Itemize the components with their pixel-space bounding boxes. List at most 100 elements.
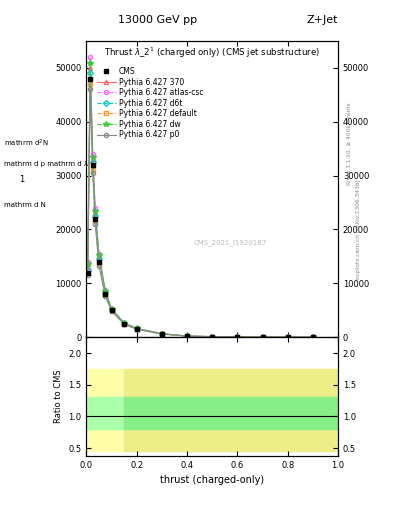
Pythia 6.427 370 xyxy=(97,253,101,260)
Pythia 6.427 d6t xyxy=(109,307,114,313)
Pythia 6.427 d6t xyxy=(90,159,95,165)
Pythia 6.427 d6t xyxy=(97,256,101,262)
Pythia 6.427 default xyxy=(122,321,127,327)
Pythia 6.427 dw xyxy=(185,333,189,339)
Pythia 6.427 d6t xyxy=(134,326,139,332)
Text: 13000 GeV pp: 13000 GeV pp xyxy=(118,15,197,25)
Bar xyxy=(86,429,124,451)
Pythia 6.427 d6t xyxy=(85,267,90,273)
Pythia 6.427 dw xyxy=(97,252,101,259)
Pythia 6.427 p0 xyxy=(260,334,265,340)
CMS xyxy=(109,307,114,313)
Pythia 6.427 atlas-csc xyxy=(235,334,240,340)
Pythia 6.427 default xyxy=(109,308,114,314)
Pythia 6.427 atlas-csc xyxy=(90,151,95,157)
Pythia 6.427 atlas-csc xyxy=(210,333,215,339)
Pythia 6.427 atlas-csc xyxy=(85,259,90,265)
Pythia 6.427 dw xyxy=(310,334,315,340)
Pythia 6.427 default xyxy=(97,262,101,268)
Pythia 6.427 p0 xyxy=(235,334,240,340)
Legend: CMS, Pythia 6.427 370, Pythia 6.427 atlas-csc, Pythia 6.427 d6t, Pythia 6.427 de: CMS, Pythia 6.427 370, Pythia 6.427 atla… xyxy=(95,66,205,141)
CMS xyxy=(260,334,265,340)
Pythia 6.427 atlas-csc xyxy=(93,205,97,211)
Pythia 6.427 p0 xyxy=(122,321,127,327)
CMS xyxy=(285,334,290,340)
Bar xyxy=(86,397,124,429)
Pythia 6.427 370 xyxy=(88,65,93,71)
Pythia 6.427 atlas-csc xyxy=(185,333,189,339)
Pythia 6.427 atlas-csc xyxy=(134,325,139,331)
Pythia 6.427 p0 xyxy=(88,87,93,93)
CMS xyxy=(185,333,189,339)
Pythia 6.427 dw xyxy=(260,334,265,340)
Pythia 6.427 370 xyxy=(160,331,164,337)
Text: CMS_2021_I1920187: CMS_2021_I1920187 xyxy=(193,239,266,246)
Pythia 6.427 d6t xyxy=(93,213,97,219)
Text: mcplots.cern.ch [arXiv:1306.3436]: mcplots.cern.ch [arXiv:1306.3436] xyxy=(356,180,361,281)
Pythia 6.427 default xyxy=(90,167,95,173)
CMS xyxy=(93,216,97,222)
Pythia 6.427 p0 xyxy=(285,334,290,340)
Pythia 6.427 p0 xyxy=(185,333,189,339)
Line: Pythia 6.427 default: Pythia 6.427 default xyxy=(86,82,315,339)
CMS xyxy=(85,269,90,275)
X-axis label: thrust (charged-only): thrust (charged-only) xyxy=(160,475,264,485)
Pythia 6.427 d6t xyxy=(285,334,290,340)
Pythia 6.427 p0 xyxy=(85,272,90,279)
Pythia 6.427 p0 xyxy=(93,221,97,227)
CMS xyxy=(97,259,101,265)
Pythia 6.427 d6t xyxy=(260,334,265,340)
Pythia 6.427 atlas-csc xyxy=(109,306,114,312)
Pythia 6.427 default xyxy=(103,292,108,298)
CMS xyxy=(134,326,139,332)
Y-axis label: Ratio to CMS: Ratio to CMS xyxy=(54,370,63,423)
Line: Pythia 6.427 d6t: Pythia 6.427 d6t xyxy=(86,71,315,339)
Pythia 6.427 dw xyxy=(85,262,90,268)
Pythia 6.427 default xyxy=(134,326,139,332)
Pythia 6.427 d6t xyxy=(88,70,93,76)
Pythia 6.427 370 xyxy=(134,326,139,332)
Line: Pythia 6.427 p0: Pythia 6.427 p0 xyxy=(86,88,315,339)
Pythia 6.427 atlas-csc xyxy=(260,334,265,340)
Pythia 6.427 370 xyxy=(109,306,114,312)
CMS xyxy=(210,334,215,340)
Pythia 6.427 dw xyxy=(93,207,97,214)
Pythia 6.427 atlas-csc xyxy=(310,334,315,340)
Pythia 6.427 370 xyxy=(93,210,97,217)
Pythia 6.427 default xyxy=(235,334,240,340)
Text: mathrm d$^2$N: mathrm d$^2$N xyxy=(4,138,48,149)
Pythia 6.427 dw xyxy=(160,331,164,337)
CMS xyxy=(88,76,93,82)
Pythia 6.427 default xyxy=(285,334,290,340)
Line: Pythia 6.427 atlas-csc: Pythia 6.427 atlas-csc xyxy=(86,55,315,339)
Bar xyxy=(86,369,124,397)
Text: Z+Jet: Z+Jet xyxy=(307,15,338,25)
Pythia 6.427 370 xyxy=(310,334,315,340)
Pythia 6.427 dw xyxy=(210,333,215,339)
Pythia 6.427 default xyxy=(88,81,93,87)
Pythia 6.427 default xyxy=(210,334,215,340)
Pythia 6.427 p0 xyxy=(109,308,114,314)
CMS xyxy=(235,334,240,340)
Pythia 6.427 370 xyxy=(235,334,240,340)
Pythia 6.427 d6t xyxy=(160,331,164,337)
Bar xyxy=(124,429,338,451)
Pythia 6.427 370 xyxy=(85,264,90,270)
Pythia 6.427 p0 xyxy=(134,326,139,332)
Pythia 6.427 d6t xyxy=(122,321,127,327)
Pythia 6.427 370 xyxy=(90,156,95,162)
Pythia 6.427 dw xyxy=(285,334,290,340)
Pythia 6.427 dw xyxy=(88,59,93,66)
Pythia 6.427 370 xyxy=(103,288,108,294)
Text: 1: 1 xyxy=(19,175,24,184)
Pythia 6.427 p0 xyxy=(310,334,315,340)
Pythia 6.427 p0 xyxy=(97,263,101,269)
Pythia 6.427 default xyxy=(160,331,164,337)
Pythia 6.427 atlas-csc xyxy=(285,334,290,340)
Pythia 6.427 atlas-csc xyxy=(103,287,108,293)
Pythia 6.427 default xyxy=(93,218,97,224)
Pythia 6.427 default xyxy=(85,269,90,275)
Pythia 6.427 default xyxy=(185,333,189,339)
Pythia 6.427 p0 xyxy=(103,293,108,300)
CMS xyxy=(90,162,95,168)
